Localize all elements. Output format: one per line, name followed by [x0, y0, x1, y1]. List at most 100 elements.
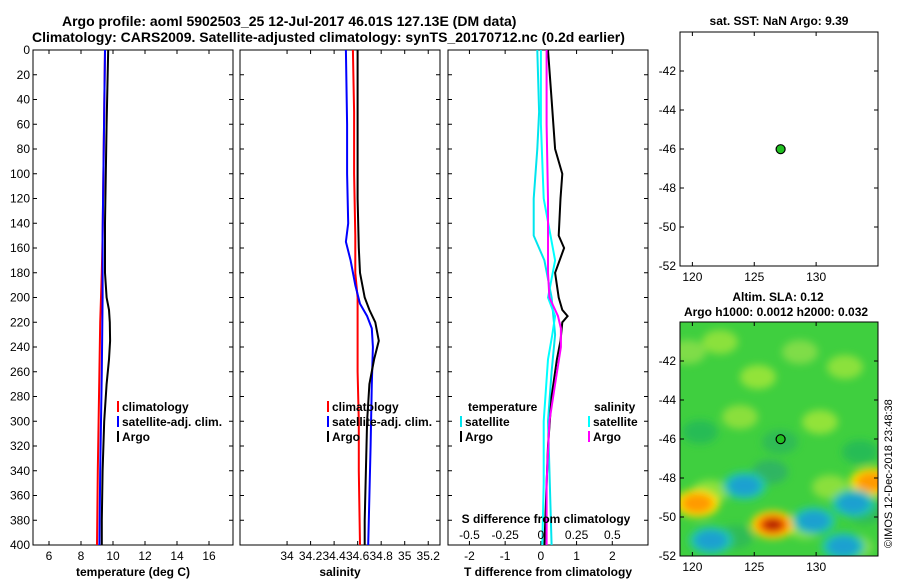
depth-tick-label: 120 [10, 192, 30, 206]
diff-legend-left-2: Argo [465, 430, 493, 444]
temperature-xtick-label: 14 [170, 549, 184, 563]
salinity-series-satellite-adj-clim- [344, 49, 374, 546]
depth-tick-label: 240 [10, 340, 30, 354]
depth-tick-label: 360 [10, 489, 30, 503]
salinity-xtick-label: 34.8 [369, 549, 393, 563]
sla-map-title-2: Argo h1000: 0.0012 h2000: 0.032 [684, 305, 868, 319]
sst_map-ytick-label: -46 [659, 142, 677, 156]
diff-secondary-tick-label: -0.5 [459, 528, 480, 542]
sst_map-ytick-label: -44 [659, 103, 677, 117]
sla_map-texture [680, 330, 878, 556]
salinity-xtick-label: 35 [398, 549, 412, 563]
depth-tick-label: 380 [10, 513, 30, 527]
sla_map-texture-0 [680, 340, 706, 364]
title-line-1: Argo profile: aoml 5902503_25 12-Jul-201… [62, 13, 517, 29]
sla_map-ytick-label: -42 [659, 354, 677, 368]
sst_map-argo-position-marker [775, 144, 786, 155]
diff-secondary-axis-label: S difference from climatology [462, 512, 631, 526]
sla_map-texture-4 [827, 355, 863, 379]
depth-tick-label: 160 [10, 241, 30, 255]
sla_map-ytick-label: -52 [659, 549, 677, 563]
sst-map-title: sat. SST: NaN Argo: 9.39 [710, 14, 849, 28]
salinity-xtick-label: 34 [280, 549, 294, 563]
difference-xlabel: T difference from climatology [464, 565, 632, 579]
sla_map-xtick-label: 120 [682, 560, 702, 574]
sla_map-texture-3 [782, 340, 818, 364]
sla_map-anomaly-6-ring-1 [837, 493, 870, 514]
temperature-xtick-label: 16 [202, 549, 216, 563]
sst_map-xtick-label: 120 [682, 270, 702, 284]
depth-tick-label: 80 [17, 142, 31, 156]
sla_map-argo-position-marker [775, 434, 786, 445]
sst_map-ytick-label: -50 [659, 220, 677, 234]
temperature-legend-1: climatology [122, 400, 189, 414]
depth-tick-label: 340 [10, 464, 30, 478]
temperature-legend-3: Argo [122, 430, 150, 444]
diff-legend-left-1: satellite [465, 415, 510, 429]
sla_map-anomaly-2-ring-1 [855, 471, 878, 492]
temperature-legend-2: satellite-adj. clim. [122, 415, 222, 429]
difference-series-s-argo [545, 50, 562, 545]
difference-xtick-label: -1 [500, 549, 511, 563]
difference-series-s-satellite [539, 50, 557, 546]
depth-tick-label: 260 [10, 365, 30, 379]
depth-tick-label: 200 [10, 291, 30, 305]
salinity-xtick-label: 34.6 [346, 549, 370, 563]
salinity-legend-1: climatology [332, 400, 399, 414]
sst_map-ytick-label: -48 [659, 181, 677, 195]
diff-legend-right-1: satellite [593, 415, 638, 429]
temperature-xtick-label: 6 [46, 549, 53, 563]
sla_map-texture-2 [740, 365, 776, 389]
sla_map-ytick-label: -50 [659, 510, 677, 524]
sla_map-anomaly-7-ring-1 [827, 536, 860, 556]
imos-watermark: ©IMOS 12-Dec-2018 23:48:38 [883, 399, 895, 548]
temperature-xtick-label: 12 [138, 549, 152, 563]
sst_map-xtick-label: 130 [806, 270, 826, 284]
sla_map-anomaly-1-ring-1 [681, 493, 714, 514]
temperature-axes-box [32, 49, 234, 546]
depth-tick-label: 300 [10, 414, 30, 428]
difference-xtick-label: 1 [573, 549, 580, 563]
sla_map-anomaly-3-ring-1 [728, 475, 761, 496]
depth-tick-label: 20 [17, 68, 31, 82]
sla_map-texture-1 [702, 330, 738, 354]
temperature-series-satellite-adj-clim- [98, 49, 106, 546]
title-line-2: Climatology: CARS2009. Satellite-adjuste… [32, 29, 625, 45]
sst_map-ytick-label: -52 [659, 259, 677, 273]
diff-secondary-tick-label: -0.25 [491, 528, 519, 542]
sla_map-xtick-label: 130 [806, 560, 826, 574]
depth-tick-label: 320 [10, 439, 30, 453]
difference-xtick-label: 2 [609, 549, 616, 563]
depth-tick-label: 140 [10, 216, 30, 230]
sla_map-texture-9 [842, 440, 878, 464]
temperature-series-argo [100, 49, 112, 545]
depth-tick-label: 220 [10, 315, 30, 329]
depth-tick-label: 60 [17, 117, 31, 131]
salinity-xlabel: salinity [319, 565, 361, 579]
sla_map-ytick-label: -48 [659, 471, 677, 485]
salinity-xtick-label: 34.2 [299, 549, 323, 563]
salinity-legend-3: Argo [332, 430, 360, 444]
diff-legend-left-header: temperature [468, 400, 538, 414]
salinity-xtick-label: 34.4 [322, 549, 346, 563]
salinity-legend-2: satellite-adj. clim. [332, 415, 432, 429]
diff-secondary-tick-label: 0 [538, 528, 545, 542]
sla_map-ytick-label: -44 [659, 393, 677, 407]
depth-tick-label: 40 [17, 93, 31, 107]
sst_map-ytick-label: -42 [659, 64, 677, 78]
sla_map-ytick-label: -46 [659, 432, 677, 446]
difference-xtick-label: -2 [464, 549, 475, 563]
depth-tick-label: 0 [23, 43, 30, 57]
sla_map-xtick-label: 125 [744, 560, 764, 574]
sla_map-texture-5 [682, 420, 718, 444]
depth-tick-label: 280 [10, 390, 30, 404]
depth-tick-label: 100 [10, 167, 30, 181]
sla_map-anomaly-5-ring-1 [694, 530, 727, 551]
temperature-xtick-label: 8 [78, 549, 85, 563]
diff-legend-right-2: Argo [593, 430, 621, 444]
salinity-series-argo [356, 50, 380, 545]
depth-tick-label: 180 [10, 266, 30, 280]
temperature-xlabel: temperature (deg C) [76, 565, 190, 579]
salinity-xtick-label: 35.2 [417, 549, 441, 563]
